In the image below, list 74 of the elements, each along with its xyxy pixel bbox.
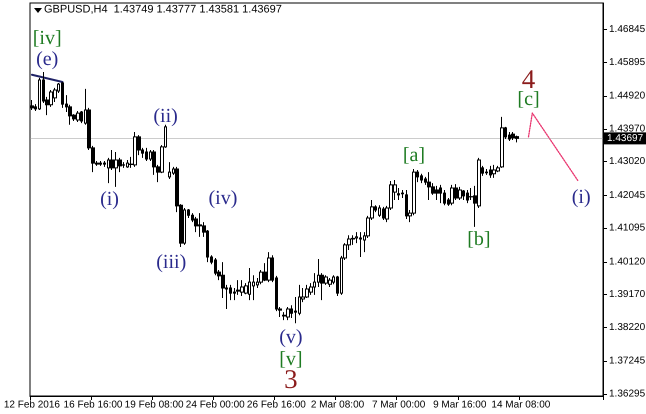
candlestick <box>61 82 64 108</box>
annotation: (ii) <box>153 105 178 127</box>
x-tick-label: 24 Feb 00:00 <box>186 400 246 410</box>
candlestick <box>420 173 423 184</box>
candlestick <box>198 212 202 238</box>
x-tick-label: 26 Feb 16:00 <box>246 400 306 410</box>
candlestick <box>328 277 332 288</box>
annotation: (e) <box>36 48 58 70</box>
x-tick-label: 7 Mar 00:00 <box>372 400 426 410</box>
y-tick-label: 1.36295 <box>609 388 646 400</box>
candlestick <box>378 204 381 218</box>
x-tick-label: 14 Mar 08:00 <box>491 400 551 410</box>
y-tick-label: 1.41095 <box>609 222 646 234</box>
y-tick-label: 1.37245 <box>609 355 646 366</box>
candlestick <box>267 252 271 283</box>
candlestick <box>439 184 442 204</box>
candlestick <box>492 164 496 178</box>
candlestick <box>53 87 57 103</box>
candlestick <box>405 190 408 220</box>
y-tick-label: 1.40120 <box>609 256 646 268</box>
candlestick <box>511 132 515 140</box>
candlestick <box>183 207 186 246</box>
candlestick <box>454 184 458 201</box>
x-tick-label: 16 Feb 16:00 <box>64 400 123 410</box>
candlestick <box>500 116 504 168</box>
x-tick-label: 9 Mar 16:00 <box>433 400 487 410</box>
candlestick <box>76 110 80 123</box>
candlestick <box>248 267 251 301</box>
annotation: (i) <box>100 188 119 210</box>
candlestick <box>427 172 431 201</box>
candlestick <box>126 159 129 168</box>
candlestick <box>382 206 385 221</box>
x-tick-label: 12 Feb 2016 <box>4 400 60 410</box>
candlestick <box>133 132 137 168</box>
annotation: (iii) <box>156 251 186 273</box>
candlestick <box>114 152 118 188</box>
annotation: [v] <box>279 348 303 370</box>
candlestick <box>240 280 244 296</box>
x-tick-label: 19 Feb 08:00 <box>124 400 184 410</box>
candlestick <box>489 165 492 178</box>
annotation: (v) <box>279 326 303 348</box>
annotation: [a] <box>402 144 426 166</box>
x-tick-label: 2 Mar 08:00 <box>310 400 365 410</box>
candlestick <box>214 257 217 276</box>
candlestick <box>515 135 519 143</box>
candlestick <box>458 186 462 201</box>
candlestick <box>99 160 102 166</box>
candlestick <box>485 168 488 176</box>
y-tick-label: 1.44920 <box>609 90 646 102</box>
y-tick-label: 1.43970 <box>609 123 646 134</box>
y-tick-label: 1.42045 <box>609 190 646 201</box>
candlestick <box>450 184 454 206</box>
candlestick <box>145 147 148 162</box>
y-tick-label: 1.39170 <box>609 289 646 300</box>
y-tick-label: 1.38220 <box>609 322 646 333</box>
annotation: (i) <box>572 186 591 208</box>
candlestick <box>466 190 469 204</box>
y-tick-label: 1.45895 <box>609 57 646 68</box>
annotation: [iv] <box>32 27 62 49</box>
candlestick <box>286 306 290 321</box>
annotation: [b] <box>467 228 491 250</box>
candlestick <box>194 216 198 233</box>
annotation: (iv) <box>208 187 238 209</box>
candlestick <box>305 284 309 299</box>
candlestick <box>359 232 362 258</box>
candlestick <box>401 190 404 198</box>
y-tick-label: 1.46845 <box>609 24 646 36</box>
ref-line-label: 1.43697 <box>607 132 644 144</box>
candlestick <box>122 162 125 168</box>
y-tick-label: 1.43020 <box>609 156 646 168</box>
candlestick <box>435 185 439 201</box>
chart-title: GBPUSD,H4 1.43749 1.43777 1.43581 1.43697 <box>44 4 282 16</box>
candlestick <box>462 190 465 201</box>
candlestick <box>168 162 171 180</box>
